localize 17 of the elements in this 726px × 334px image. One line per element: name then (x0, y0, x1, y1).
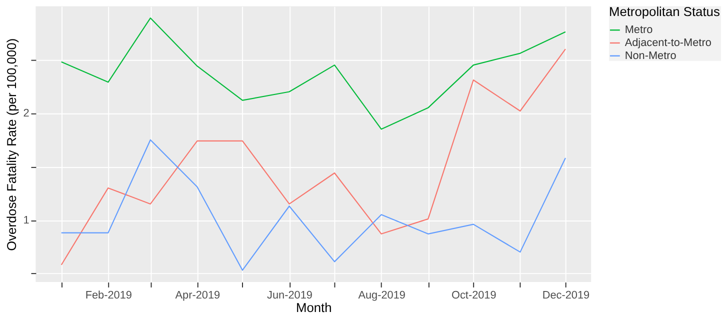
line-series (60, 48, 566, 266)
line-series (60, 17, 566, 130)
line-series (60, 139, 566, 271)
x-tick-label: Feb-2019 (85, 289, 132, 302)
y-axis-title: Overdose Fatality Rate (per 100,000) (4, 38, 20, 251)
x-tick-label: Aug-2019 (358, 289, 406, 302)
x-tick-label: Dec-2019 (542, 289, 590, 302)
y-tick-label: 1 (23, 214, 30, 226)
legend-label: Adjacent-to-Metro (624, 36, 712, 49)
legend-label: Non-Metro (624, 50, 676, 62)
y-tick-label: 2 (23, 108, 30, 120)
x-tick-label: Apr-2019 (175, 289, 220, 302)
x-axis-title: Month (296, 300, 332, 316)
legend-label: Metro (624, 24, 653, 36)
x-tick-label: Oct-2019 (451, 289, 496, 302)
legend-title: Metropolitan Status (608, 4, 720, 20)
x-tick-label: Jun-2019 (267, 289, 312, 302)
